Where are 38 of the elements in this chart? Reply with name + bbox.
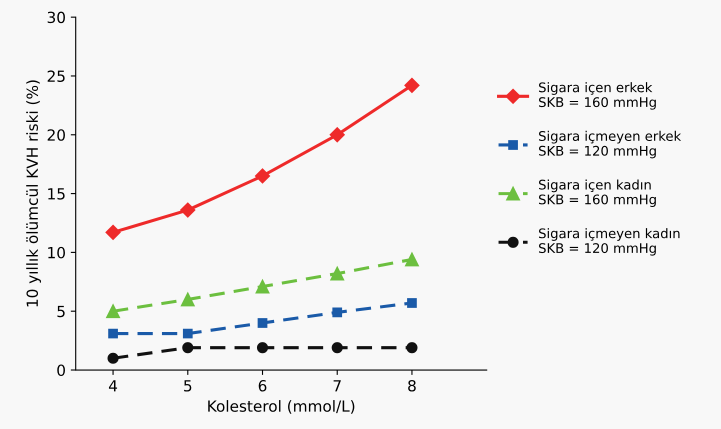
point [332,308,342,318]
point [258,318,268,328]
point [404,78,420,93]
point [180,292,195,306]
legend-label: Sigara içen kadın SKB = 160 mmHg [539,179,656,207]
point [182,328,193,338]
x-tick-label: 8 [408,380,416,392]
y-tick-label: 15 [48,188,65,200]
point [105,224,121,240]
point [405,252,419,266]
point [108,328,118,338]
legend-label: Sigara içmeyen kadın SKB = 120 mmHg [539,228,680,256]
y-tick-label: 20 [48,129,65,141]
x-axis-title: Kolesterol (mmol/L) [208,400,354,414]
point [254,168,270,184]
x-tick-label: 7 [334,380,341,392]
point [332,342,343,354]
point [406,342,418,354]
point [106,304,120,318]
point [108,352,119,364]
y-tick-label: 25 [48,70,65,82]
y-tick-label: 30 [48,12,65,24]
y-tick-label: 10 [48,246,65,258]
point [182,342,194,354]
point [256,280,270,294]
y-tick-label: 5 [57,306,65,318]
point [330,266,344,281]
y-tick-label: 0 [57,364,65,376]
legend-label: Sigara içmeyen erkek SKB = 120 mmHg [539,130,682,158]
point [256,342,268,354]
point [330,127,345,142]
x-tick-label: 4 [108,380,118,392]
point [180,202,196,218]
x-tick-label: 6 [258,380,266,392]
x-tick-label: 5 [184,380,192,392]
y-axis-title: 10 yıllık ölümcül KVH riski (%) [26,80,41,306]
point [407,298,417,308]
legend-label: Sigara içen erkek SKB = 160 mmHg [539,82,656,110]
